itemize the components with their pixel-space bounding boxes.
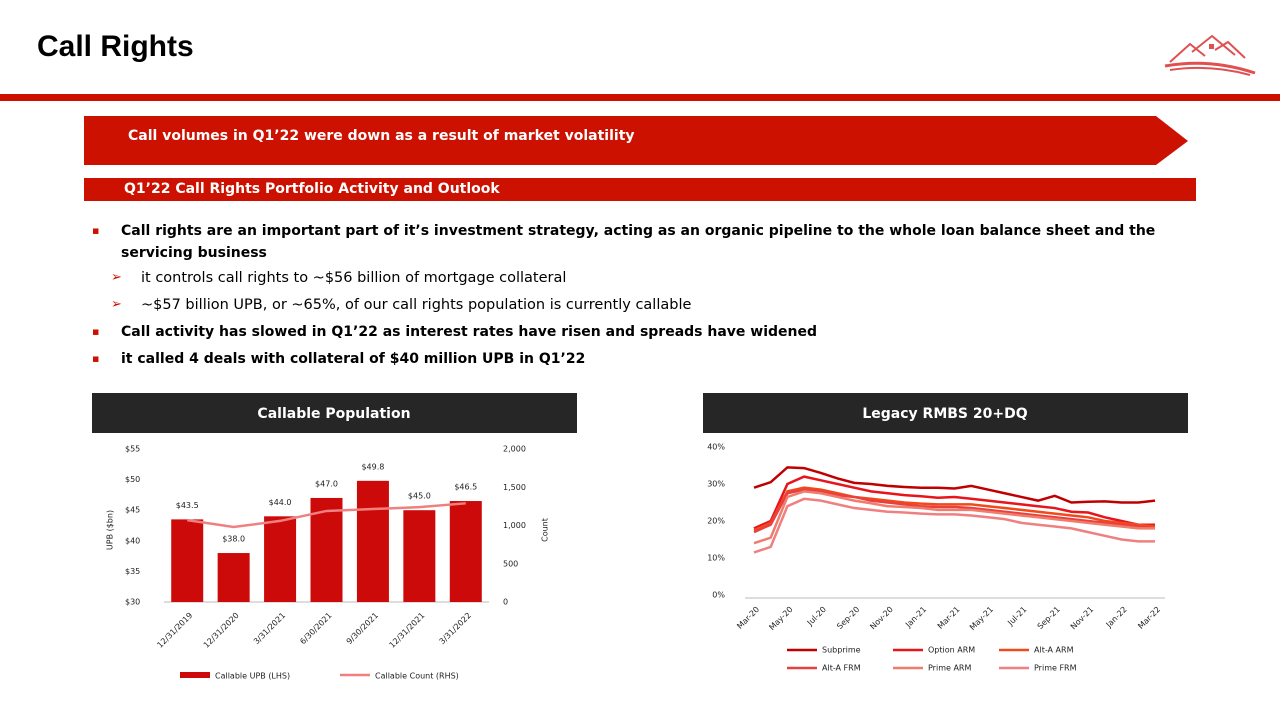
bullet-text: it called 4 deals with collateral of $40…	[121, 351, 586, 367]
y2-tick-label: 2,000	[503, 445, 526, 454]
subheader-text: Q1’22 Call Rights Portfolio Activity and…	[124, 181, 500, 197]
x-tick-label: 3/31/2022	[438, 611, 473, 646]
y-tick-label: $50	[125, 475, 140, 484]
x-tick-label: Jan-22	[1104, 605, 1129, 630]
value-label: $44.0	[269, 498, 292, 507]
x-tick-label: Mar-20	[735, 605, 761, 631]
x-tick-label: 9/30/2021	[345, 611, 380, 646]
x-tick-label: 12/31/2021	[388, 611, 427, 650]
x-tick-label: Nov-20	[868, 605, 894, 631]
chart-header	[703, 393, 1188, 433]
slide-title: Call Rights	[37, 30, 194, 63]
x-tick-label: Jul-21	[1005, 605, 1028, 628]
chart-header	[92, 393, 577, 433]
x-tick-label: Jan-21	[903, 605, 928, 630]
y-axis-label: UPB ($bn)	[106, 510, 115, 550]
y-tick-label: 0%	[712, 591, 725, 600]
series-line	[753, 497, 1155, 554]
legend-label: Subprime	[822, 646, 861, 655]
legend-label: Alt-A ARM	[1034, 646, 1074, 655]
x-tick-label: May-20	[767, 605, 794, 632]
bullet-text: Call rights are an important part of it’…	[121, 223, 1156, 261]
bar	[310, 497, 343, 602]
sub-bullet-list: it controls call rights to ~$56 billion …	[92, 267, 1172, 316]
y-tick-label: $40	[125, 536, 140, 545]
y-tick-label: $30	[125, 598, 140, 607]
x-tick-label: 6/30/2021	[298, 611, 333, 646]
x-tick-label: Mar-22	[1136, 605, 1162, 631]
x-tick-label: Jul-20	[805, 605, 828, 628]
value-label: $47.0	[315, 479, 338, 488]
y2-tick-label: 0	[503, 598, 508, 607]
bullet-list: Call rights are an important part of it’…	[92, 220, 1172, 375]
series-line	[753, 475, 1155, 530]
x-tick-label: Mar-21	[936, 605, 962, 631]
y2-tick-label: 1,000	[503, 521, 526, 530]
sub-bullet: ~$57 billion UPB, or ~65%, of our call r…	[92, 294, 1172, 316]
legend-label: Option ARM	[928, 646, 975, 655]
header-rule	[0, 94, 1280, 101]
x-tick-label: Sep-21	[1036, 605, 1062, 631]
series-line	[753, 490, 1155, 545]
y-tick-label: 40%	[707, 443, 725, 452]
sub-bullet: it controls call rights to ~$56 billion …	[92, 267, 1172, 289]
y-tick-label: $45	[125, 506, 140, 515]
subheader-bar: Q1’22 Call Rights Portfolio Activity and…	[84, 178, 1196, 201]
series-line	[753, 486, 1156, 532]
banner-text: Call volumes in Q1’22 were down as a res…	[128, 128, 635, 144]
chart-title: Legacy RMBS 20+DQ	[862, 406, 1027, 422]
series-line	[753, 488, 1156, 534]
y-tick-label: $55	[125, 445, 140, 454]
bar	[403, 510, 436, 602]
y2-axis-label: Count	[541, 518, 550, 542]
legend-label: Alt-A FRM	[822, 664, 861, 673]
bullet-text: Call activity has slowed in Q1’22 as int…	[121, 324, 818, 340]
value-label: $49.8	[361, 462, 384, 471]
chart-title: Callable Population	[257, 406, 410, 422]
bar	[356, 480, 389, 602]
bar	[264, 516, 297, 602]
x-tick-label: May-21	[968, 605, 995, 632]
bullet: Call activity has slowed in Q1’22 as int…	[92, 321, 1172, 343]
x-tick-label: 12/31/2019	[155, 611, 194, 650]
value-label: $38.0	[222, 535, 245, 544]
banner-arrow	[84, 116, 1188, 165]
x-tick-label: 3/31/2021	[252, 611, 287, 646]
value-label: $46.5	[454, 483, 477, 492]
y-tick-label: $35	[125, 567, 140, 576]
value-label: $43.5	[176, 501, 199, 510]
series-line	[753, 466, 1156, 504]
bullet: Call rights are an important part of it’…	[92, 220, 1172, 316]
legend-label: Prime ARM	[928, 664, 971, 673]
bar	[171, 519, 204, 602]
legend-label: Prime FRM	[1034, 664, 1077, 673]
x-tick-label: Sep-20	[835, 605, 861, 631]
count-line	[187, 502, 466, 529]
bar	[449, 501, 482, 602]
bullet: it called 4 deals with collateral of $40…	[92, 348, 1172, 370]
y-tick-label: 20%	[707, 517, 725, 526]
x-tick-label: Nov-21	[1069, 605, 1095, 631]
y-tick-label: 10%	[707, 554, 725, 563]
logo	[1164, 34, 1256, 76]
legend-label: Callable UPB (LHS)	[215, 672, 290, 681]
legend-label: Callable Count (RHS)	[375, 672, 459, 681]
y-tick-label: 30%	[707, 480, 725, 489]
y2-tick-label: 500	[503, 559, 518, 568]
value-label: $45.0	[408, 492, 431, 501]
y2-tick-label: 1,500	[503, 483, 526, 492]
bar	[217, 553, 250, 602]
legend-swatch	[180, 672, 210, 678]
x-tick-label: 12/31/2020	[202, 611, 241, 650]
